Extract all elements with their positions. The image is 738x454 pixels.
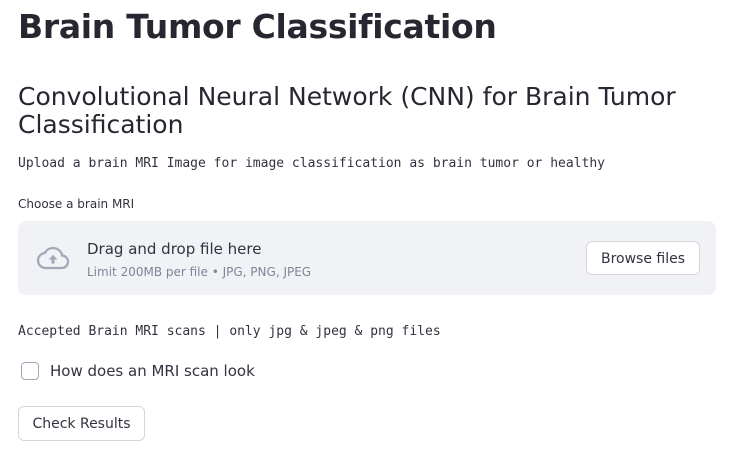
intro-text: Upload a brain MRI Image for image class… bbox=[18, 156, 605, 171]
checkbox-box[interactable] bbox=[21, 362, 39, 380]
dropzone-title: Drag and drop file here bbox=[87, 240, 262, 258]
check-results-button[interactable]: Check Results bbox=[18, 406, 145, 441]
file-dropzone[interactable]: Drag and drop file here Limit 200MB per … bbox=[18, 221, 716, 295]
page-subheader: Convolutional Neural Network (CNN) for B… bbox=[18, 82, 676, 139]
browse-files-button[interactable]: Browse files bbox=[586, 241, 700, 275]
file-limit-text: Limit 200MB per file • JPG, PNG, JPEG bbox=[87, 265, 312, 279]
accepted-formats-text: Accepted Brain MRI scans | only jpg & jp… bbox=[18, 324, 441, 339]
file-uploader-label: Choose a brain MRI bbox=[18, 197, 135, 211]
checkbox-label[interactable]: How does an MRI scan look bbox=[50, 362, 255, 380]
page-title: Brain Tumor Classification bbox=[18, 7, 497, 46]
cloud-upload-icon bbox=[36, 246, 70, 270]
